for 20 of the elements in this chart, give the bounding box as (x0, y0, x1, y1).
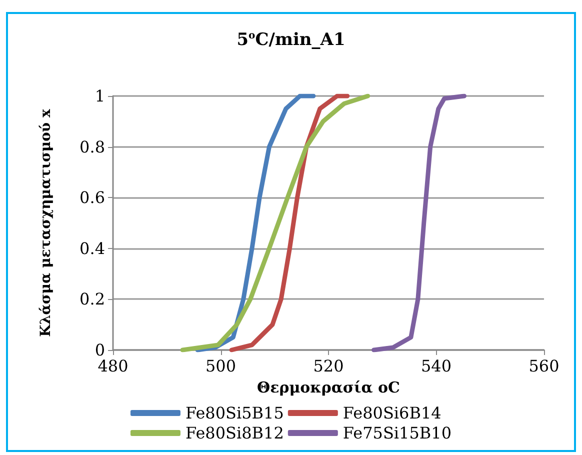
y-tick-label: 0.6 (80, 188, 105, 208)
x-tick-label: 480 (98, 356, 128, 376)
x-tick-label: 520 (313, 356, 344, 376)
y-axis-title: Κλάσμα μετασχηματισμού x (38, 108, 54, 337)
x-axis-title: Θερμοκρασία oC (257, 378, 400, 396)
x-tick-label: 560 (528, 356, 560, 376)
line-series (372, 94, 467, 352)
y-tick-label: 0.4 (80, 238, 105, 258)
y-tick-label: 0 (94, 340, 105, 360)
line-series (229, 94, 350, 352)
y-tick-label: 0.8 (80, 137, 105, 156)
legend-label: Fe80Si8B12 (185, 424, 284, 442)
legend-label: Fe80Si5B15 (185, 404, 284, 422)
x-tick-label: 500 (205, 356, 236, 376)
legend-label: Fe75Si15B10 (342, 424, 452, 442)
line-series (180, 94, 370, 352)
legend-label: Fe80Si6B14 (342, 404, 442, 422)
x-tick-label: 540 (420, 356, 452, 376)
y-tick-label: 0.2 (80, 290, 105, 309)
y-tick-label: 1 (94, 86, 105, 106)
